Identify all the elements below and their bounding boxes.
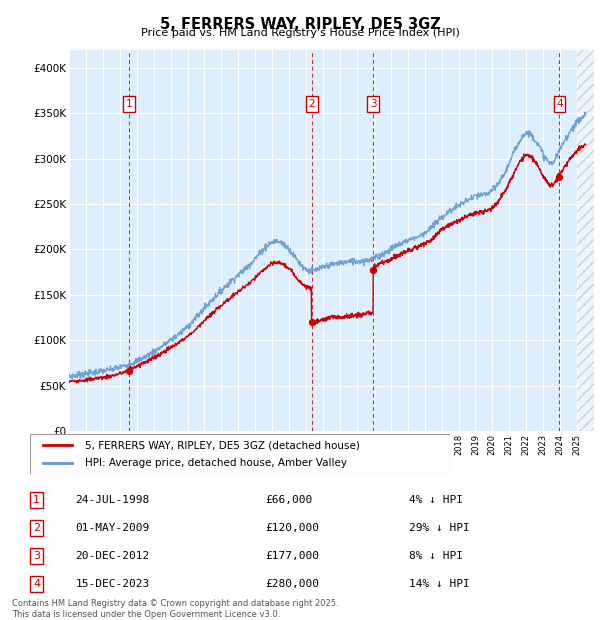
Text: 5, FERRERS WAY, RIPLEY, DE5 3GZ (detached house): 5, FERRERS WAY, RIPLEY, DE5 3GZ (detache… xyxy=(85,440,359,450)
Text: 3: 3 xyxy=(33,551,40,561)
Text: 14% ↓ HPI: 14% ↓ HPI xyxy=(409,579,470,589)
Text: 24-JUL-1998: 24-JUL-1998 xyxy=(76,495,149,505)
Text: 4: 4 xyxy=(33,579,40,589)
Text: £280,000: £280,000 xyxy=(265,579,319,589)
Point xyxy=(307,317,316,327)
Text: £177,000: £177,000 xyxy=(265,551,319,561)
Text: 15-DEC-2023: 15-DEC-2023 xyxy=(76,579,149,589)
Text: 2: 2 xyxy=(308,99,315,109)
Text: HPI: Average price, detached house, Amber Valley: HPI: Average price, detached house, Ambe… xyxy=(85,458,347,468)
Text: 1: 1 xyxy=(33,495,40,505)
Text: £66,000: £66,000 xyxy=(265,495,313,505)
Text: 1: 1 xyxy=(126,99,133,109)
Point xyxy=(368,265,378,275)
Text: 4: 4 xyxy=(556,99,563,109)
Text: Price paid vs. HM Land Registry's House Price Index (HPI): Price paid vs. HM Land Registry's House … xyxy=(140,28,460,38)
Text: 8% ↓ HPI: 8% ↓ HPI xyxy=(409,551,463,561)
Text: 2: 2 xyxy=(33,523,40,533)
Text: 3: 3 xyxy=(370,99,377,109)
Text: £120,000: £120,000 xyxy=(265,523,319,533)
Text: 4% ↓ HPI: 4% ↓ HPI xyxy=(409,495,463,505)
Text: 5, FERRERS WAY, RIPLEY, DE5 3GZ: 5, FERRERS WAY, RIPLEY, DE5 3GZ xyxy=(160,17,440,32)
Text: 29% ↓ HPI: 29% ↓ HPI xyxy=(409,523,470,533)
Text: Contains HM Land Registry data © Crown copyright and database right 2025.
This d: Contains HM Land Registry data © Crown c… xyxy=(12,600,338,619)
Bar xyxy=(577,50,600,431)
Bar xyxy=(577,50,600,431)
Text: 01-MAY-2009: 01-MAY-2009 xyxy=(76,523,149,533)
Point xyxy=(554,172,564,182)
Text: 20-DEC-2012: 20-DEC-2012 xyxy=(76,551,149,561)
FancyBboxPatch shape xyxy=(30,434,450,474)
Point xyxy=(124,366,134,376)
